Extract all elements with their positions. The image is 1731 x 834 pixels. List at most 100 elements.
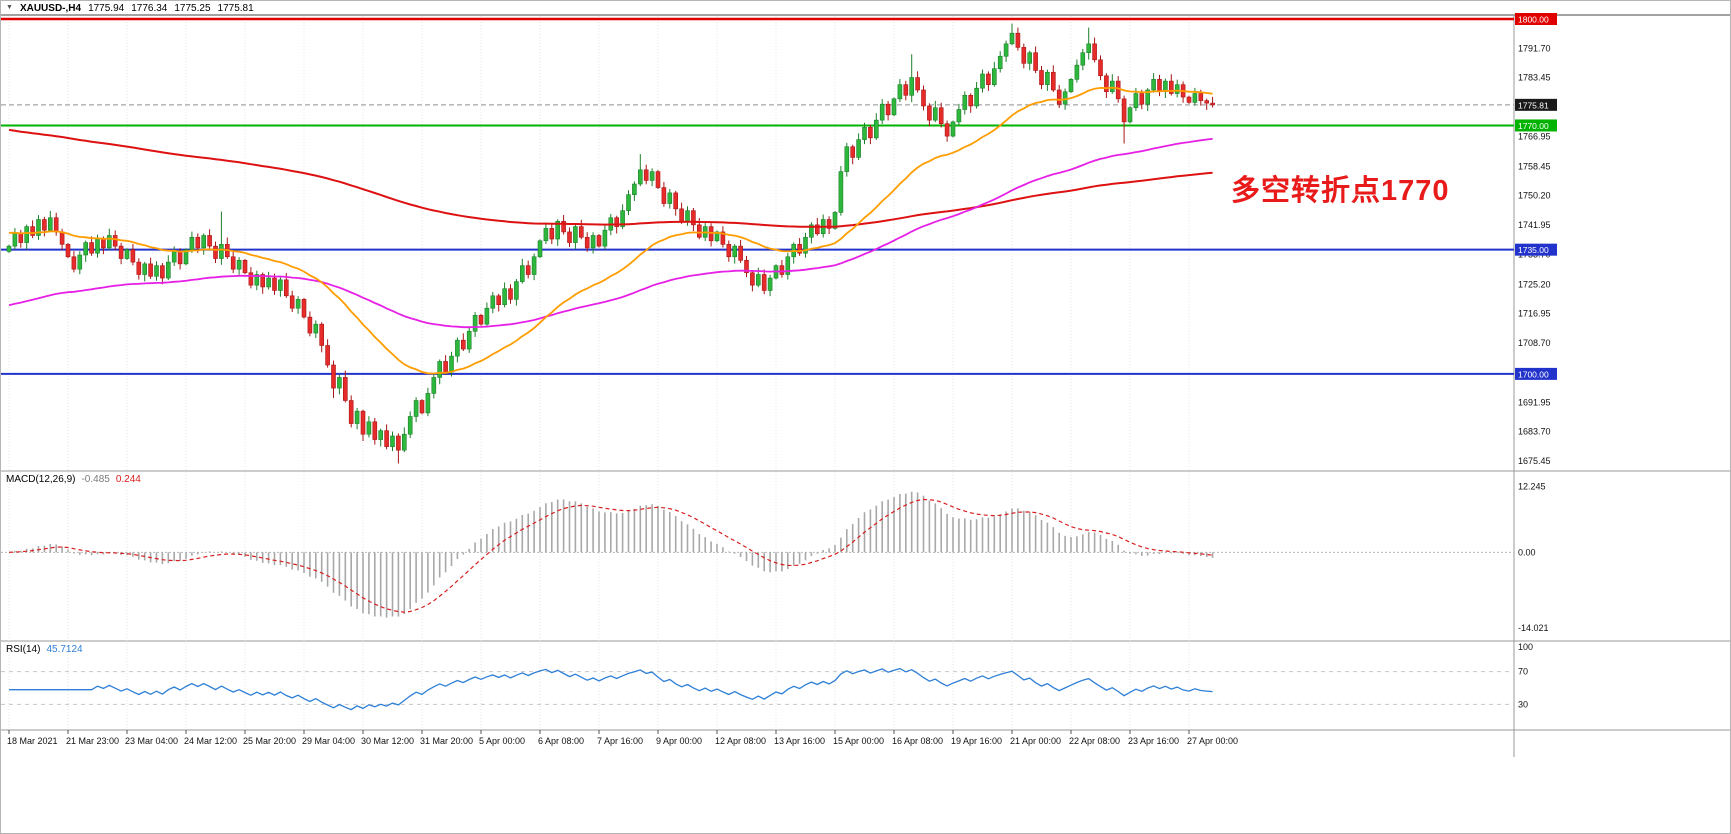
candle[interactable] <box>879 99 885 124</box>
candle[interactable] <box>1045 69 1050 91</box>
candle[interactable] <box>366 416 372 438</box>
candle[interactable] <box>932 100 938 123</box>
candle[interactable] <box>779 259 785 278</box>
candle[interactable] <box>938 102 944 128</box>
candle[interactable] <box>166 255 171 281</box>
candle[interactable] <box>525 260 531 279</box>
candle[interactable] <box>1068 77 1074 94</box>
candle[interactable] <box>1127 106 1133 124</box>
candle[interactable] <box>307 311 313 337</box>
candle[interactable] <box>419 399 425 415</box>
candle[interactable] <box>484 302 490 328</box>
candle[interactable] <box>354 407 360 430</box>
candle[interactable] <box>71 251 77 273</box>
candle[interactable] <box>968 93 974 113</box>
candle[interactable] <box>590 232 596 254</box>
candle[interactable] <box>974 81 979 109</box>
candle[interactable] <box>136 258 142 280</box>
candle[interactable] <box>909 54 915 103</box>
candle[interactable] <box>6 244 12 253</box>
candle[interactable] <box>160 263 165 285</box>
candle[interactable] <box>1056 84 1062 109</box>
candle[interactable] <box>148 257 153 279</box>
candle[interactable] <box>1051 65 1056 92</box>
candle[interactable] <box>1174 79 1180 98</box>
candle[interactable] <box>673 190 679 216</box>
candle[interactable] <box>278 277 283 297</box>
candle[interactable] <box>1021 43 1027 69</box>
candle[interactable] <box>65 242 71 259</box>
candle[interactable] <box>36 215 41 240</box>
candle[interactable] <box>1003 40 1009 62</box>
candle[interactable] <box>89 236 94 256</box>
candle[interactable] <box>838 165 844 216</box>
candle[interactable] <box>738 239 743 263</box>
candle[interactable] <box>1009 23 1015 46</box>
candle[interactable] <box>319 322 325 353</box>
candle[interactable] <box>1157 74 1162 97</box>
candle[interactable] <box>437 359 443 385</box>
candle[interactable] <box>295 296 301 314</box>
candle[interactable] <box>844 142 850 177</box>
candle[interactable] <box>360 409 366 441</box>
candle[interactable] <box>189 231 195 253</box>
candle[interactable] <box>584 232 590 252</box>
candle[interactable] <box>891 97 897 117</box>
candle[interactable] <box>266 271 271 290</box>
candle[interactable] <box>118 242 124 265</box>
candle[interactable] <box>803 232 808 258</box>
candle[interactable] <box>826 216 832 235</box>
candle[interactable] <box>1033 46 1038 74</box>
candle[interactable] <box>342 370 348 403</box>
candle[interactable] <box>24 224 30 250</box>
candle[interactable] <box>12 228 18 250</box>
candle[interactable] <box>77 251 83 275</box>
candle[interactable] <box>514 278 519 306</box>
candle[interactable] <box>531 253 537 281</box>
candle[interactable] <box>956 103 962 126</box>
candle[interactable] <box>1074 59 1080 83</box>
candle[interactable] <box>744 255 749 278</box>
candle[interactable] <box>372 417 378 445</box>
candle[interactable] <box>667 189 673 209</box>
candle[interactable] <box>691 208 696 232</box>
candle[interactable] <box>502 282 507 308</box>
candle[interactable] <box>1210 96 1215 108</box>
candle[interactable] <box>236 257 242 275</box>
candle[interactable] <box>301 297 307 319</box>
candle[interactable] <box>225 237 230 259</box>
candle[interactable] <box>567 227 572 248</box>
candle[interactable] <box>401 427 407 453</box>
candle[interactable] <box>962 91 968 115</box>
candle[interactable] <box>543 222 549 245</box>
candle[interactable] <box>30 220 35 239</box>
candle[interactable] <box>903 80 909 101</box>
candle[interactable] <box>1186 95 1192 104</box>
candle[interactable] <box>384 424 389 450</box>
candle[interactable] <box>413 397 419 423</box>
candle[interactable] <box>720 226 726 248</box>
candle[interactable] <box>661 181 667 207</box>
candle[interactable] <box>632 181 637 201</box>
candle[interactable] <box>325 339 330 368</box>
candle[interactable] <box>1169 74 1174 96</box>
candle[interactable] <box>154 261 159 281</box>
candle[interactable] <box>578 219 584 240</box>
candle[interactable] <box>219 211 224 265</box>
candle[interactable] <box>797 238 802 256</box>
candle[interactable] <box>897 79 903 103</box>
candle[interactable] <box>519 258 525 284</box>
candle[interactable] <box>980 69 985 93</box>
candle[interactable] <box>42 216 47 237</box>
candle[interactable] <box>885 100 891 121</box>
candle[interactable] <box>1121 95 1127 144</box>
candle[interactable] <box>537 239 543 259</box>
candle[interactable] <box>944 120 950 142</box>
candle[interactable] <box>679 202 684 224</box>
candle[interactable] <box>986 71 991 91</box>
candle[interactable] <box>478 313 484 326</box>
candle[interactable] <box>1104 73 1109 98</box>
candle[interactable] <box>112 230 118 250</box>
candle[interactable] <box>472 312 478 337</box>
